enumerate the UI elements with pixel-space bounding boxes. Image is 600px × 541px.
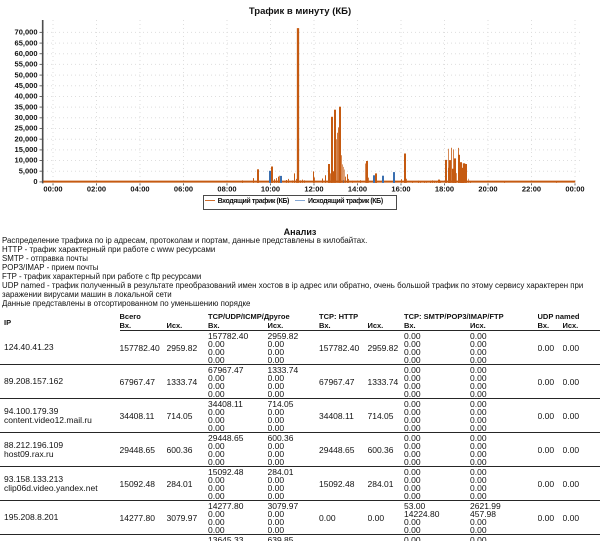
svg-text:06:00: 06:00 [174,185,193,194]
svg-text:70,000: 70,000 [15,28,38,37]
svg-text:50,000: 50,000 [15,70,38,79]
svg-text:Трафик в минуту (КБ): Трафик в минуту (КБ) [249,6,351,17]
svg-text:5,000: 5,000 [19,166,38,175]
svg-text:15,000: 15,000 [15,145,38,154]
svg-text:65,000: 65,000 [15,38,38,47]
svg-text:55,000: 55,000 [15,60,38,69]
svg-text:00:00: 00:00 [565,185,584,194]
svg-text:0: 0 [33,177,37,186]
svg-text:04:00: 04:00 [130,185,149,194]
svg-text:20,000: 20,000 [15,134,38,143]
svg-text:20:00: 20:00 [478,185,497,194]
svg-text:10,000: 10,000 [15,156,38,165]
svg-text:30,000: 30,000 [15,113,38,122]
svg-text:40,000: 40,000 [15,92,38,101]
svg-text:22:00: 22:00 [522,185,541,194]
svg-text:08:00: 08:00 [217,185,236,194]
svg-text:35,000: 35,000 [15,102,38,111]
svg-text:10:00: 10:00 [261,185,280,194]
svg-text:45,000: 45,000 [15,81,38,90]
svg-text:18:00: 18:00 [435,185,454,194]
svg-text:16:00: 16:00 [391,185,410,194]
svg-text:25,000: 25,000 [15,124,38,133]
svg-text:14:00: 14:00 [348,185,367,194]
svg-text:00:00: 00:00 [43,185,62,194]
svg-text:12:00: 12:00 [304,185,323,194]
svg-text:02:00: 02:00 [87,185,106,194]
svg-text:60,000: 60,000 [15,49,38,58]
